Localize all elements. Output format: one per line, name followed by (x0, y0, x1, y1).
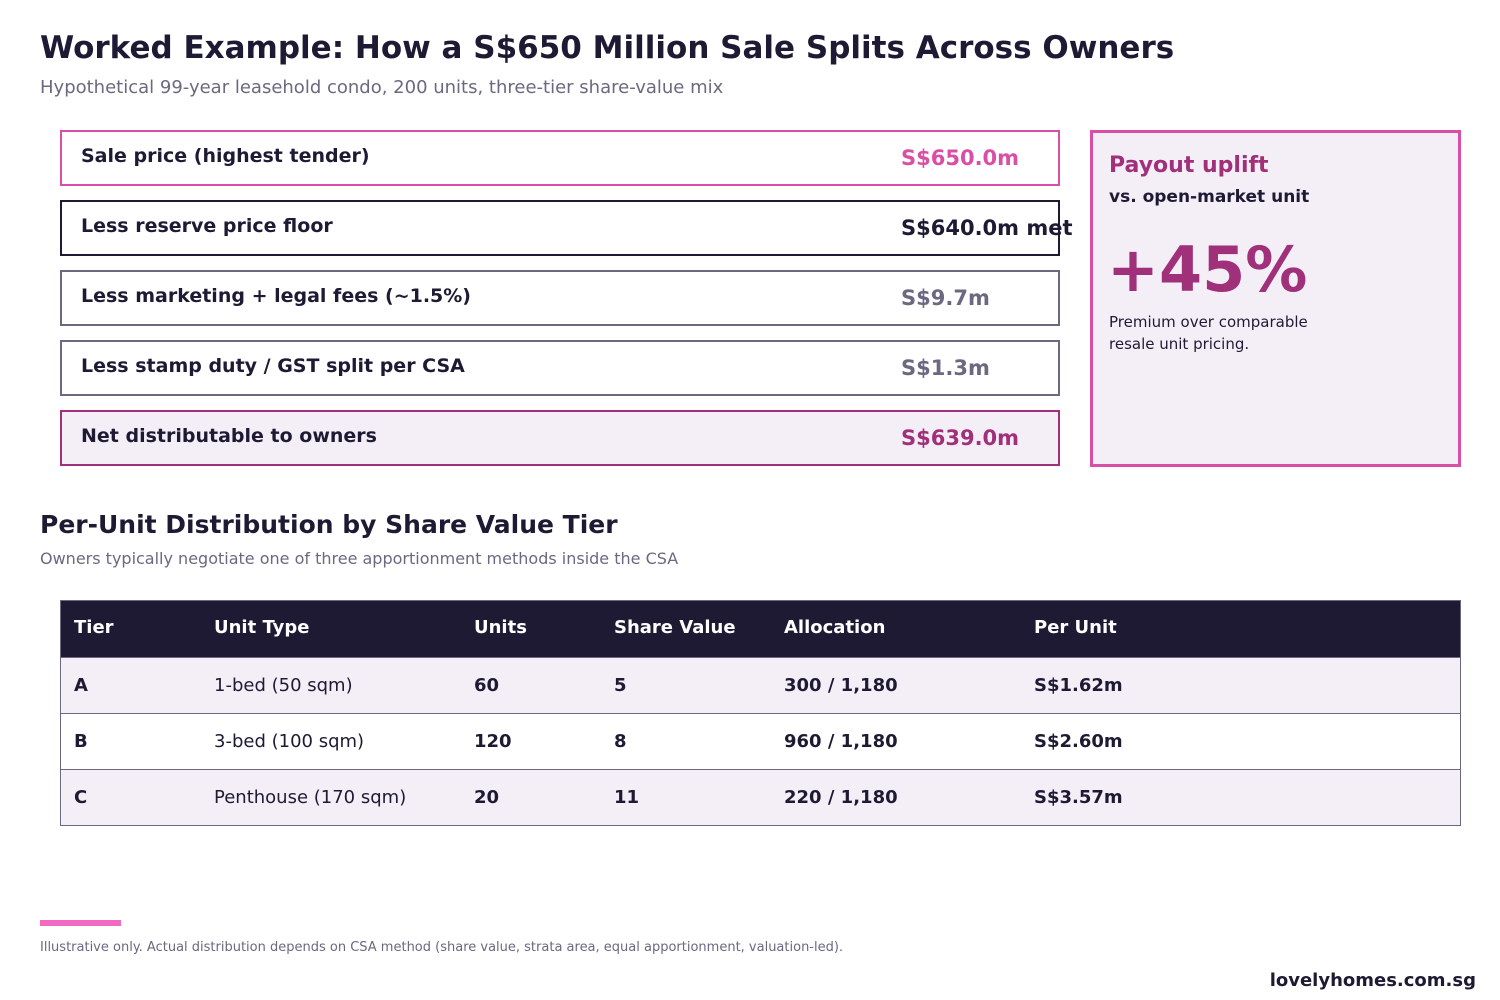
cell-units: 60 (474, 675, 500, 696)
column-header-units: Units (474, 617, 527, 638)
table-row: C Penthouse (170 sqm) 20 11 220 / 1,180 … (61, 769, 1460, 825)
payout-uplift-card: Payout uplift vs. open-market unit +45% … (1090, 130, 1461, 467)
section-subtitle: Owners typically negotiate one of three … (40, 549, 679, 568)
row-label: Less reserve price floor (81, 215, 333, 237)
cell-unit-type: 1-bed (50 sqm) (214, 675, 353, 696)
table-header-row: Tier Unit Type Units Share Value Allocat… (61, 601, 1460, 657)
waterfall-row-stamp-duty: Less stamp duty / GST split per CSA S$1.… (60, 340, 1060, 396)
cell-per-unit: S$2.60m (1034, 731, 1123, 752)
table-row: A 1-bed (50 sqm) 60 5 300 / 1,180 S$1.62… (61, 657, 1460, 713)
waterfall-row-net-distributable: Net distributable to owners S$639.0m (60, 410, 1060, 466)
column-header-per-unit: Per Unit (1034, 617, 1117, 638)
cell-tier: B (74, 731, 88, 752)
cell-allocation: 960 / 1,180 (784, 731, 898, 752)
cell-units: 120 (474, 731, 512, 752)
column-header-share-value: Share Value (614, 617, 736, 638)
accent-divider (40, 920, 121, 926)
cell-share-value: 5 (614, 675, 627, 696)
cell-tier: C (74, 787, 88, 808)
row-label: Less marketing + legal fees (~1.5%) (81, 285, 471, 307)
row-value: S$639.0m (901, 426, 1020, 450)
brand-wordmark[interactable]: lovelyhomes.com.sg (1269, 970, 1476, 991)
cell-allocation: 300 / 1,180 (784, 675, 898, 696)
column-header-tier: Tier (74, 617, 114, 638)
row-label: Sale price (highest tender) (81, 145, 370, 167)
row-value: S$9.7m (901, 286, 990, 310)
distribution-table: Tier Unit Type Units Share Value Allocat… (60, 600, 1461, 826)
uplift-subtitle: vs. open-market unit (1109, 187, 1310, 207)
uplift-value: +45% (1107, 233, 1308, 306)
waterfall-row-fees: Less marketing + legal fees (~1.5%) S$9.… (60, 270, 1060, 326)
page-title: Worked Example: How a S$650 Million Sale… (40, 30, 1175, 66)
section-title: Per-Unit Distribution by Share Value Tie… (40, 510, 618, 539)
waterfall-row-sale-price: Sale price (highest tender) S$650.0m (60, 130, 1060, 186)
uplift-note: Premium over comparable resale unit pric… (1109, 313, 1308, 353)
footnote: Illustrative only. Actual distribution d… (40, 940, 844, 955)
row-label: Less stamp duty / GST split per CSA (81, 355, 465, 377)
uplift-title: Payout uplift (1109, 153, 1269, 178)
waterfall-row-reserve-price: Less reserve price floor S$640.0m met (60, 200, 1073, 256)
column-header-allocation: Allocation (784, 617, 886, 638)
cell-unit-type: Penthouse (170 sqm) (214, 787, 407, 808)
table-row: B 3-bed (100 sqm) 120 8 960 / 1,180 S$2.… (61, 713, 1460, 769)
row-label: Net distributable to owners (81, 425, 377, 447)
cell-share-value: 11 (614, 787, 640, 808)
cell-per-unit: S$1.62m (1034, 675, 1123, 696)
page-subtitle: Hypothetical 99-year leasehold condo, 20… (40, 77, 724, 98)
cell-per-unit: S$3.57m (1034, 787, 1123, 808)
row-value: S$1.3m (901, 356, 990, 380)
cell-allocation: 220 / 1,180 (784, 787, 898, 808)
column-header-unit-type: Unit Type (214, 617, 310, 638)
cell-unit-type: 3-bed (100 sqm) (214, 731, 365, 752)
cell-tier: A (74, 675, 88, 696)
row-value: S$640.0m met (901, 216, 1073, 240)
row-value: S$650.0m (901, 146, 1020, 170)
cell-share-value: 8 (614, 731, 627, 752)
cell-units: 20 (474, 787, 500, 808)
